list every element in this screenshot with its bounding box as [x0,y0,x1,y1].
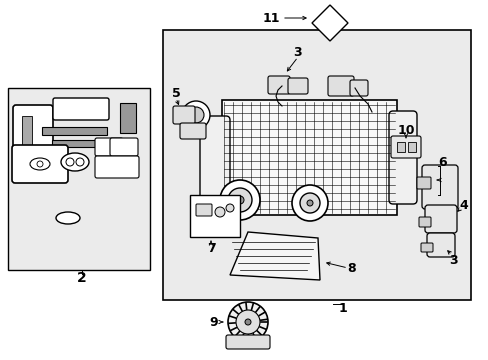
Circle shape [215,207,224,217]
Circle shape [37,161,43,167]
FancyBboxPatch shape [287,78,307,94]
FancyBboxPatch shape [349,80,367,96]
Circle shape [66,158,74,166]
Circle shape [227,302,267,342]
Circle shape [306,200,312,206]
FancyBboxPatch shape [53,98,109,120]
Circle shape [236,196,244,204]
FancyBboxPatch shape [200,116,229,199]
Bar [396,142,404,152]
Bar [190,195,240,237]
Text: 6: 6 [438,156,447,168]
Bar [22,116,32,152]
Text: 10: 10 [396,123,414,136]
FancyBboxPatch shape [390,136,420,158]
FancyBboxPatch shape [416,177,430,189]
Text: 2: 2 [77,271,87,285]
Bar [163,30,470,300]
FancyBboxPatch shape [420,243,432,252]
Ellipse shape [61,153,89,171]
Polygon shape [229,232,319,280]
Bar [42,127,107,135]
Circle shape [182,101,209,129]
FancyBboxPatch shape [196,204,212,216]
FancyBboxPatch shape [388,111,416,204]
FancyBboxPatch shape [95,156,139,178]
FancyBboxPatch shape [13,105,53,163]
Bar [52,140,104,147]
Circle shape [227,188,251,212]
Text: 1: 1 [338,302,346,315]
Text: 9: 9 [209,315,218,328]
Circle shape [187,107,203,123]
FancyBboxPatch shape [426,233,454,257]
Circle shape [76,158,84,166]
FancyBboxPatch shape [180,123,205,139]
Bar [407,142,415,152]
Ellipse shape [30,158,50,170]
FancyBboxPatch shape [418,217,430,227]
Text: 7: 7 [206,242,215,255]
FancyBboxPatch shape [421,165,457,209]
Circle shape [225,204,234,212]
Circle shape [244,319,250,325]
Ellipse shape [56,212,80,224]
Text: 11: 11 [262,12,279,24]
Circle shape [220,180,260,220]
Polygon shape [311,5,347,41]
FancyBboxPatch shape [327,76,353,96]
FancyBboxPatch shape [225,335,269,349]
Circle shape [291,185,327,221]
Bar [222,100,396,215]
Circle shape [299,193,319,213]
Text: 3: 3 [449,253,457,266]
Text: 8: 8 [347,261,356,274]
FancyBboxPatch shape [267,76,289,94]
FancyBboxPatch shape [110,138,138,156]
Text: 3: 3 [293,45,302,59]
FancyBboxPatch shape [95,138,123,156]
Bar [8,88,150,270]
Text: 5: 5 [171,86,180,99]
Text: 4: 4 [459,198,468,212]
FancyBboxPatch shape [12,145,68,183]
Bar [120,103,136,133]
FancyBboxPatch shape [424,205,456,233]
Circle shape [236,310,260,334]
FancyBboxPatch shape [173,106,195,124]
